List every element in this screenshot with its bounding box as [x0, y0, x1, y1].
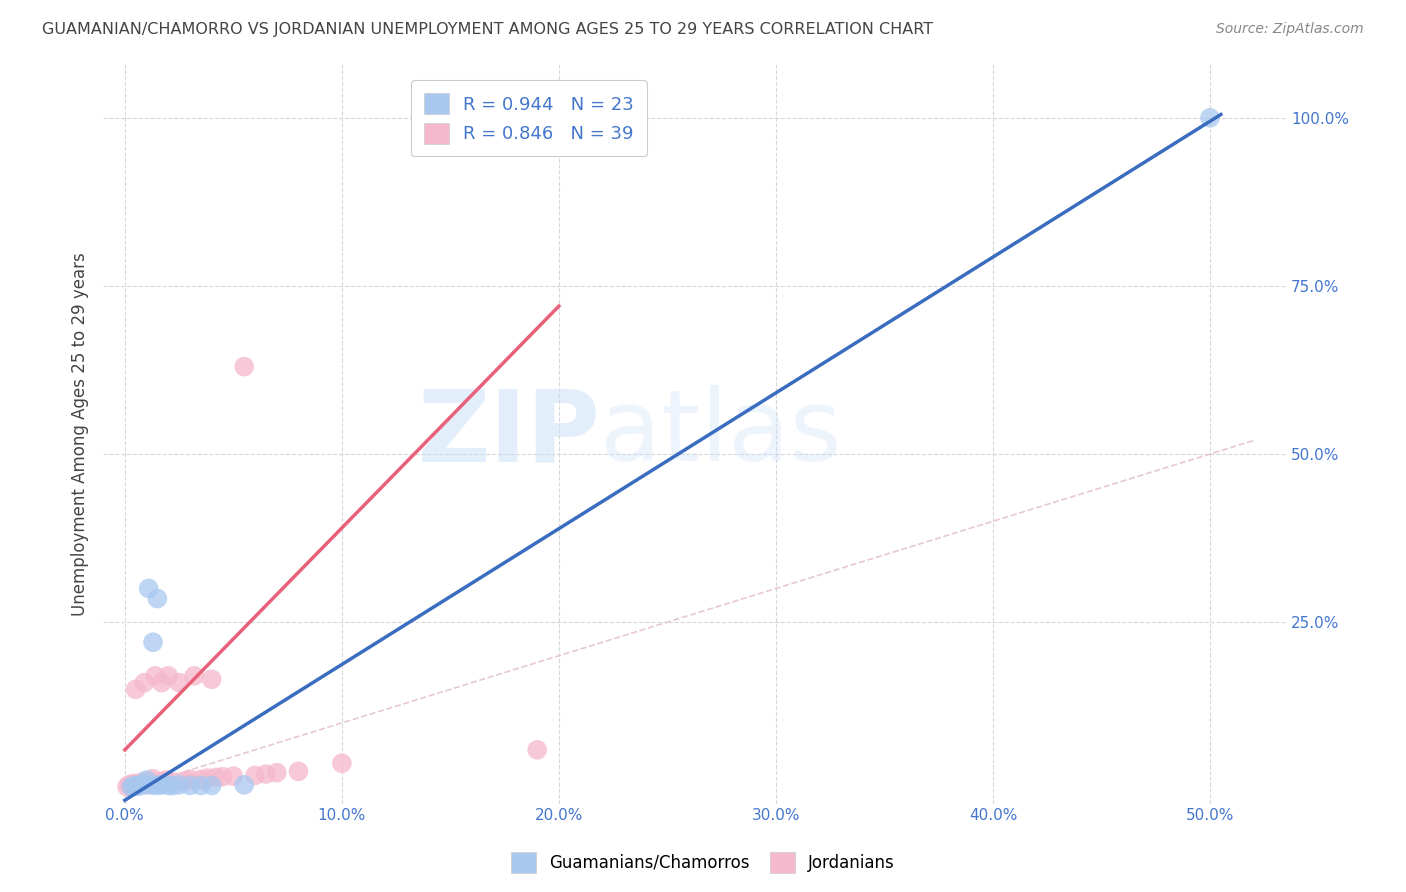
Point: [146, 776, 169, 790]
Point: [139, 778, 162, 792]
Point: [287, 764, 309, 779]
Point: [205, 771, 228, 785]
Point: [266, 765, 288, 780]
Point: [167, 778, 190, 792]
Point: [138, 582, 160, 596]
Y-axis label: Unemployment Among Ages 25 to 29 years: Unemployment Among Ages 25 to 29 years: [72, 252, 89, 615]
Point: [131, 775, 153, 789]
Point: [122, 776, 145, 790]
Point: [222, 769, 245, 783]
Point: [125, 778, 148, 792]
Point: [138, 776, 160, 790]
Point: [118, 778, 141, 792]
Point: [143, 669, 166, 683]
Text: GUAMANIAN/CHAMORRO VS JORDANIAN UNEMPLOYMENT AMONG AGES 25 TO 29 YEARS CORRELATI: GUAMANIAN/CHAMORRO VS JORDANIAN UNEMPLOY…: [42, 22, 934, 37]
Point: [127, 778, 149, 792]
Point: [254, 767, 277, 781]
Text: atlas: atlas: [600, 385, 842, 483]
Point: [201, 672, 224, 686]
Point: [179, 779, 201, 793]
Point: [1199, 111, 1222, 125]
Point: [134, 675, 156, 690]
Point: [330, 756, 353, 771]
Point: [179, 772, 201, 787]
Point: [134, 777, 156, 791]
Point: [125, 682, 148, 697]
Point: [143, 779, 166, 793]
Point: [122, 779, 145, 793]
Point: [148, 778, 170, 792]
Text: ZIP: ZIP: [418, 385, 600, 483]
Point: [131, 778, 153, 792]
Point: [120, 780, 142, 794]
Point: [233, 778, 256, 792]
Text: Source: ZipAtlas.com: Source: ZipAtlas.com: [1216, 22, 1364, 37]
Point: [183, 669, 205, 683]
Point: [120, 779, 142, 793]
Point: [201, 779, 224, 793]
Point: [153, 774, 176, 789]
Point: [167, 675, 190, 690]
Point: [129, 779, 152, 793]
Point: [162, 775, 184, 789]
Point: [125, 779, 148, 793]
Point: [195, 771, 218, 785]
Point: [162, 779, 184, 793]
Point: [127, 779, 149, 793]
Point: [142, 635, 165, 649]
Point: [129, 776, 152, 790]
Point: [233, 359, 256, 374]
Point: [135, 773, 157, 788]
Point: [190, 772, 212, 787]
Point: [211, 770, 233, 784]
Point: [150, 675, 173, 690]
Point: [157, 669, 180, 683]
Legend: Guamanians/Chamorros, Jordanians: Guamanians/Chamorros, Jordanians: [505, 846, 901, 880]
Point: [148, 775, 170, 789]
Point: [157, 779, 180, 793]
Point: [150, 778, 173, 792]
Point: [142, 772, 165, 786]
Point: [155, 773, 177, 788]
Point: [139, 775, 162, 789]
Point: [115, 780, 138, 794]
Legend: R = 0.944   N = 23, R = 0.846   N = 39: R = 0.944 N = 23, R = 0.846 N = 39: [411, 80, 647, 156]
Point: [526, 743, 548, 757]
Point: [135, 778, 157, 792]
Point: [190, 779, 212, 793]
Point: [243, 768, 266, 782]
Point: [174, 773, 197, 788]
Point: [146, 591, 169, 606]
